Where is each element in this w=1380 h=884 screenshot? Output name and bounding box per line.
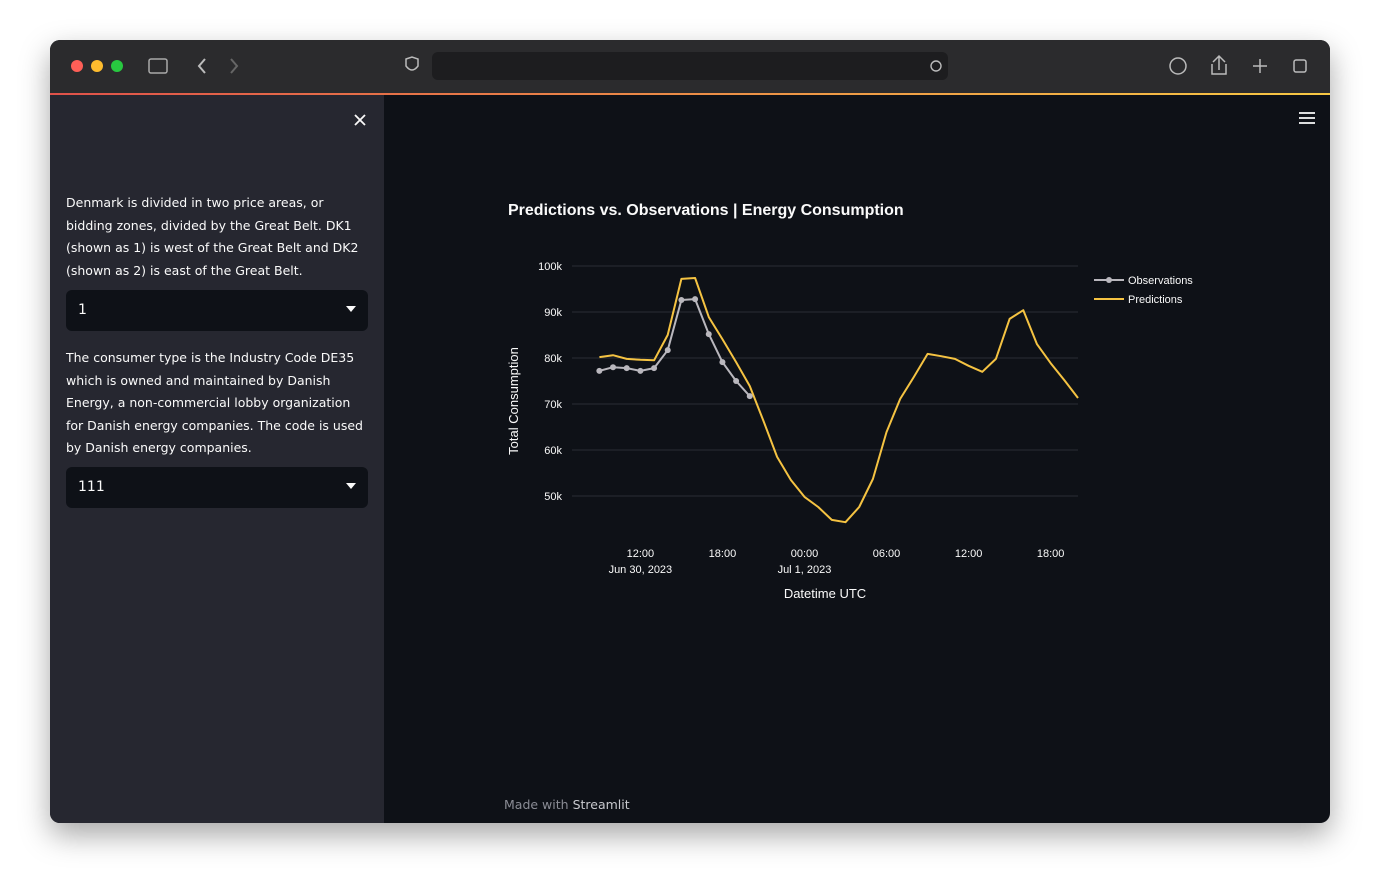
- downloads-button[interactable]: [1169, 57, 1187, 75]
- chart-title: Predictions vs. Observations | Energy Co…: [508, 202, 904, 219]
- x-tick-label: 18:00: [709, 548, 737, 560]
- data-point: [651, 365, 658, 372]
- chart: Predictions vs. Observations | Energy Co…: [506, 112, 1315, 601]
- y-tick-label: 60k: [544, 445, 562, 457]
- header-accent: [50, 93, 1330, 95]
- sidebar-close[interactable]: [50, 105, 384, 145]
- data-point: [719, 359, 726, 366]
- minimize-button[interactable]: [91, 60, 103, 72]
- y-tick-label: 80k: [544, 353, 562, 365]
- y-tick-label: 100k: [538, 261, 562, 273]
- x-tick-label: 12:00: [955, 548, 983, 560]
- data-point: [733, 378, 740, 384]
- series-line: [599, 277, 1079, 524]
- select-value: 111: [78, 479, 105, 495]
- y-axis-title: Total Consumption: [506, 347, 521, 455]
- footer-brand[interactable]: Streamlit: [572, 797, 630, 812]
- x-tick-label: 00:00: [791, 548, 819, 560]
- y-tick-label: 90k: [544, 307, 562, 319]
- select-value: 1: [78, 302, 87, 318]
- data-point: [623, 365, 630, 372]
- legend-label: Predictions: [1128, 294, 1183, 306]
- forward-button[interactable]: [230, 58, 239, 74]
- reload-button[interactable]: [930, 60, 942, 72]
- sidebar: Denmark is divided in two price areas, o…: [50, 95, 384, 823]
- data-point: [705, 331, 712, 338]
- footer-text: Made with: [504, 797, 569, 812]
- area-select[interactable]: 1: [66, 290, 368, 331]
- toolbar: [50, 40, 1330, 94]
- x-tick-label: 06:00: [873, 548, 901, 560]
- tabs-button[interactable]: [1293, 59, 1307, 73]
- zoom-button[interactable]: [111, 60, 123, 72]
- legend-marker: [1106, 277, 1112, 283]
- y-tick-label: 70k: [544, 399, 562, 411]
- back-button[interactable]: [197, 58, 206, 74]
- data-point: [746, 393, 753, 400]
- x-tick-label: 12:00: [627, 548, 655, 560]
- new-tab-button[interactable]: [1253, 59, 1267, 73]
- share-button[interactable]: [1211, 54, 1227, 75]
- data-point: [664, 347, 671, 354]
- consumer-description: The consumer type is the Industry Code D…: [66, 350, 363, 455]
- x-tick-date: Jun 30, 2023: [609, 564, 673, 576]
- shield-icon[interactable]: [405, 56, 419, 71]
- consumer-select[interactable]: 111: [66, 467, 368, 508]
- footer: Made with Streamlit: [504, 797, 630, 812]
- data-point: [678, 297, 685, 304]
- address-bar[interactable]: [432, 52, 948, 80]
- toolbar-icons: [71, 52, 1307, 80]
- sidebar-toggle[interactable]: [148, 58, 168, 74]
- y-tick-label: 50k: [544, 491, 562, 503]
- data-point: [596, 367, 603, 374]
- x-tick-date: Jul 1, 2023: [778, 564, 832, 576]
- browser-window: Denmark is divided in two price areas, o…: [50, 40, 1330, 823]
- x-tick-label: 18:00: [1037, 548, 1065, 560]
- main-menu[interactable]: [1299, 112, 1315, 124]
- data-point: [637, 367, 644, 374]
- data-point: [610, 364, 617, 371]
- area-description: Denmark is divided in two price areas, o…: [66, 195, 359, 278]
- legend-label: Observations: [1128, 275, 1193, 287]
- x-axis-title: Datetime UTC: [784, 586, 866, 601]
- close-button[interactable]: [71, 60, 83, 72]
- data-point: [692, 296, 699, 303]
